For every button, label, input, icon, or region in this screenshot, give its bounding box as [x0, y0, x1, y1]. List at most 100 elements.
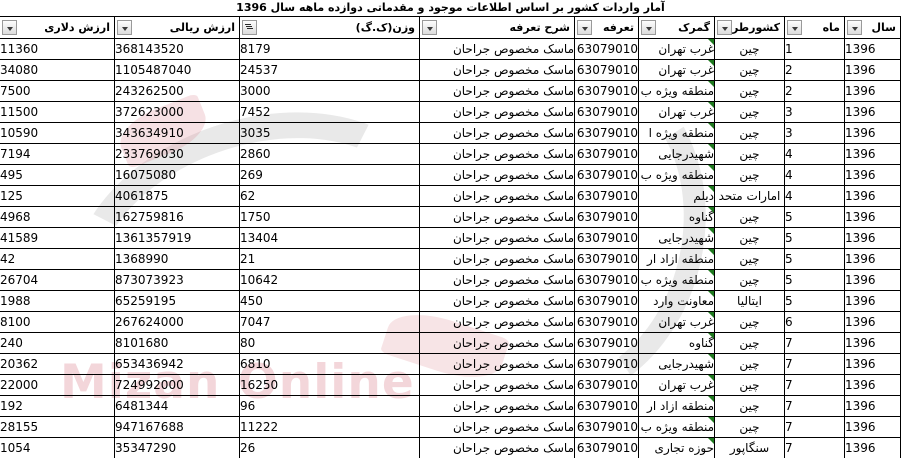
- table-row[interactable]: 1396 7 چین شهیدرجایی 63079010 ماسک مخصوص جراح…: [0, 353, 901, 375]
- cell-month[interactable]: 7: [784, 332, 845, 354]
- filter-dropdown-icon-customs[interactable]: [641, 20, 656, 35]
- cell-dollar-value[interactable]: 1054: [0, 437, 115, 458]
- cell-rial-value[interactable]: 162759816: [114, 206, 240, 228]
- cell-country[interactable]: چین: [714, 206, 785, 228]
- table-row[interactable]: 1396 5 چین شهیدرجایی 63079010 ماسک مخصوص جراح…: [0, 227, 901, 249]
- cell-customs[interactable]: گناوه: [638, 332, 715, 354]
- table-row[interactable]: 1396 5 چین منطقه ویژه ب 63079010 ماسک مخصوص ج…: [0, 269, 901, 291]
- cell-rial-value[interactable]: 947167688: [114, 416, 240, 438]
- cell-tariff-description[interactable]: ماسک مخصوص جراحان: [419, 290, 575, 312]
- cell-tariff-code[interactable]: 63079010: [574, 80, 639, 102]
- cell-tariff-description[interactable]: ماسک مخصوص جراحان: [419, 437, 575, 458]
- cell-rial-value[interactable]: 4061875: [114, 185, 240, 207]
- cell-country[interactable]: چین: [714, 59, 785, 81]
- cell-customs[interactable]: منطقه ویژه ب: [638, 164, 715, 186]
- cell-weight[interactable]: 96: [239, 395, 420, 417]
- cell-rial-value[interactable]: 65259195: [114, 290, 240, 312]
- cell-year[interactable]: 1396: [844, 269, 901, 291]
- cell-rial-value[interactable]: 343634910: [114, 122, 240, 144]
- cell-country[interactable]: چین: [714, 395, 785, 417]
- cell-year[interactable]: 1396: [844, 353, 901, 375]
- table-row[interactable]: 1396 7 چین گناوه 63079010 ماسک مخصوص جراحان 80…: [0, 332, 901, 354]
- cell-country[interactable]: چین: [714, 143, 785, 165]
- filter-dropdown-icon-desc[interactable]: [422, 20, 437, 35]
- cell-year[interactable]: 1396: [844, 80, 901, 102]
- cell-month[interactable]: 4: [784, 143, 845, 165]
- cell-customs[interactable]: منطقه ویژه ا: [638, 122, 715, 144]
- cell-month[interactable]: 5: [784, 290, 845, 312]
- table-row[interactable]: 1396 7 چین منطقه ویژه ب 63079010 ماسک مخصوص ج…: [0, 416, 901, 438]
- cell-weight[interactable]: 62: [239, 185, 420, 207]
- cell-country[interactable]: چین: [714, 332, 785, 354]
- cell-country[interactable]: سنگاپور: [714, 437, 785, 458]
- cell-tariff-description[interactable]: ماسک مخصوص جراحان: [419, 122, 575, 144]
- cell-rial-value[interactable]: 16075080: [114, 164, 240, 186]
- cell-rial-value[interactable]: 267624000: [114, 311, 240, 333]
- cell-tariff-code[interactable]: 63079010: [574, 227, 639, 249]
- cell-month[interactable]: 4: [784, 185, 845, 207]
- cell-dollar-value[interactable]: 495: [0, 164, 115, 186]
- cell-tariff-code[interactable]: 63079010: [574, 332, 639, 354]
- cell-country[interactable]: امارات متحد: [714, 185, 785, 207]
- cell-tariff-description[interactable]: ماسک مخصوص جراحان: [419, 227, 575, 249]
- cell-tariff-description[interactable]: ماسک مخصوص جراحان: [419, 101, 575, 123]
- cell-dollar-value[interactable]: 22000: [0, 374, 115, 396]
- cell-tariff-code[interactable]: 63079010: [574, 353, 639, 375]
- cell-customs[interactable]: معاونت وارد: [638, 290, 715, 312]
- cell-dollar-value[interactable]: 1988: [0, 290, 115, 312]
- cell-tariff-code[interactable]: 63079010: [574, 416, 639, 438]
- filter-dropdown-icon-weight[interactable]: [242, 20, 257, 35]
- cell-country[interactable]: چین: [714, 374, 785, 396]
- cell-rial-value[interactable]: 368143520: [114, 38, 240, 60]
- filter-dropdown-icon-tariff[interactable]: [577, 20, 592, 35]
- table-row[interactable]: 1396 5 ایتالیا معاونت وارد 63079010 ماسک مخصو…: [0, 290, 901, 312]
- cell-rial-value[interactable]: 6481344: [114, 395, 240, 417]
- cell-month[interactable]: 7: [784, 374, 845, 396]
- cell-customs[interactable]: غرب تهران: [638, 374, 715, 396]
- cell-year[interactable]: 1396: [844, 332, 901, 354]
- table-row[interactable]: 1396 2 چین منطقه ویژه ب 63079010 ماسک مخصوص ج…: [0, 80, 901, 102]
- cell-weight[interactable]: 2860: [239, 143, 420, 165]
- cell-tariff-description[interactable]: ماسک مخصوص جراحان: [419, 143, 575, 165]
- cell-tariff-description[interactable]: ماسک مخصوص جراحان: [419, 395, 575, 417]
- table-row[interactable]: 1396 2 چین غرب تهران 63079010 ماسک مخصوص جراح…: [0, 59, 901, 81]
- cell-customs[interactable]: منطقه ویژه ب: [638, 416, 715, 438]
- cell-tariff-description[interactable]: ماسک مخصوص جراحان: [419, 185, 575, 207]
- cell-weight[interactable]: 11222: [239, 416, 420, 438]
- cell-year[interactable]: 1396: [844, 416, 901, 438]
- cell-tariff-description[interactable]: ماسک مخصوص جراحان: [419, 248, 575, 270]
- cell-dollar-value[interactable]: 7194: [0, 143, 115, 165]
- cell-tariff-code[interactable]: 63079010: [574, 437, 639, 458]
- cell-weight[interactable]: 6810: [239, 353, 420, 375]
- cell-weight[interactable]: 13404: [239, 227, 420, 249]
- cell-tariff-description[interactable]: ماسک مخصوص جراحان: [419, 332, 575, 354]
- cell-year[interactable]: 1396: [844, 290, 901, 312]
- cell-month[interactable]: 7: [784, 395, 845, 417]
- cell-weight[interactable]: 26: [239, 437, 420, 458]
- cell-month[interactable]: 2: [784, 80, 845, 102]
- cell-customs[interactable]: منطقه ازاد ار: [638, 248, 715, 270]
- cell-month[interactable]: 6: [784, 311, 845, 333]
- cell-tariff-code[interactable]: 63079010: [574, 164, 639, 186]
- cell-tariff-description[interactable]: ماسک مخصوص جراحان: [419, 311, 575, 333]
- cell-rial-value[interactable]: 653436942: [114, 353, 240, 375]
- table-row[interactable]: 1396 3 چین غرب تهران 63079010 ماسک مخصوص جراح…: [0, 101, 901, 123]
- cell-country[interactable]: چین: [714, 311, 785, 333]
- cell-customs[interactable]: شهیدرجایی: [638, 353, 715, 375]
- cell-weight[interactable]: 10642: [239, 269, 420, 291]
- cell-dollar-value[interactable]: 240: [0, 332, 115, 354]
- cell-year[interactable]: 1396: [844, 227, 901, 249]
- filter-dropdown-icon-year[interactable]: [847, 20, 862, 35]
- cell-dollar-value[interactable]: 41589: [0, 227, 115, 249]
- cell-weight[interactable]: 3000: [239, 80, 420, 102]
- cell-tariff-code[interactable]: 63079010: [574, 311, 639, 333]
- cell-dollar-value[interactable]: 125: [0, 185, 115, 207]
- cell-weight[interactable]: 450: [239, 290, 420, 312]
- cell-rial-value[interactable]: 1361357919: [114, 227, 240, 249]
- cell-rial-value[interactable]: 873073923: [114, 269, 240, 291]
- cell-month[interactable]: 4: [784, 164, 845, 186]
- cell-month[interactable]: 2: [784, 59, 845, 81]
- cell-country[interactable]: چین: [714, 122, 785, 144]
- table-row[interactable]: 1396 7 چین منطقه ازاد ار 63079010 ماسک مخصوص …: [0, 395, 901, 417]
- cell-month[interactable]: 5: [784, 269, 845, 291]
